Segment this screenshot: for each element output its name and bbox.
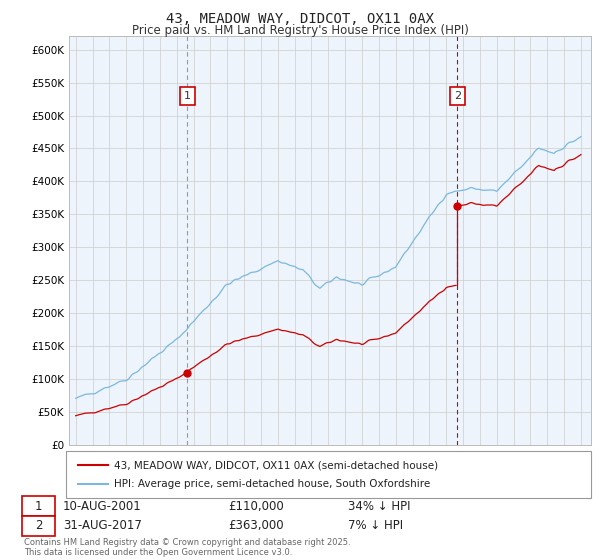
Text: 1: 1 — [184, 91, 191, 101]
Text: 2: 2 — [35, 519, 42, 533]
Text: Contains HM Land Registry data © Crown copyright and database right 2025.
This d: Contains HM Land Registry data © Crown c… — [24, 538, 350, 557]
Text: £110,000: £110,000 — [228, 500, 284, 513]
Text: £363,000: £363,000 — [228, 519, 284, 533]
Text: 7% ↓ HPI: 7% ↓ HPI — [348, 519, 403, 533]
Text: 1: 1 — [35, 500, 42, 513]
Text: Price paid vs. HM Land Registry's House Price Index (HPI): Price paid vs. HM Land Registry's House … — [131, 24, 469, 36]
Text: 2: 2 — [454, 91, 461, 101]
Text: HPI: Average price, semi-detached house, South Oxfordshire: HPI: Average price, semi-detached house,… — [114, 479, 430, 489]
Text: 34% ↓ HPI: 34% ↓ HPI — [348, 500, 410, 513]
Text: 43, MEADOW WAY, DIDCOT, OX11 0AX: 43, MEADOW WAY, DIDCOT, OX11 0AX — [166, 12, 434, 26]
Text: 31-AUG-2017: 31-AUG-2017 — [63, 519, 142, 533]
Text: 10-AUG-2001: 10-AUG-2001 — [63, 500, 142, 513]
Text: 43, MEADOW WAY, DIDCOT, OX11 0AX (semi-detached house): 43, MEADOW WAY, DIDCOT, OX11 0AX (semi-d… — [114, 460, 438, 470]
